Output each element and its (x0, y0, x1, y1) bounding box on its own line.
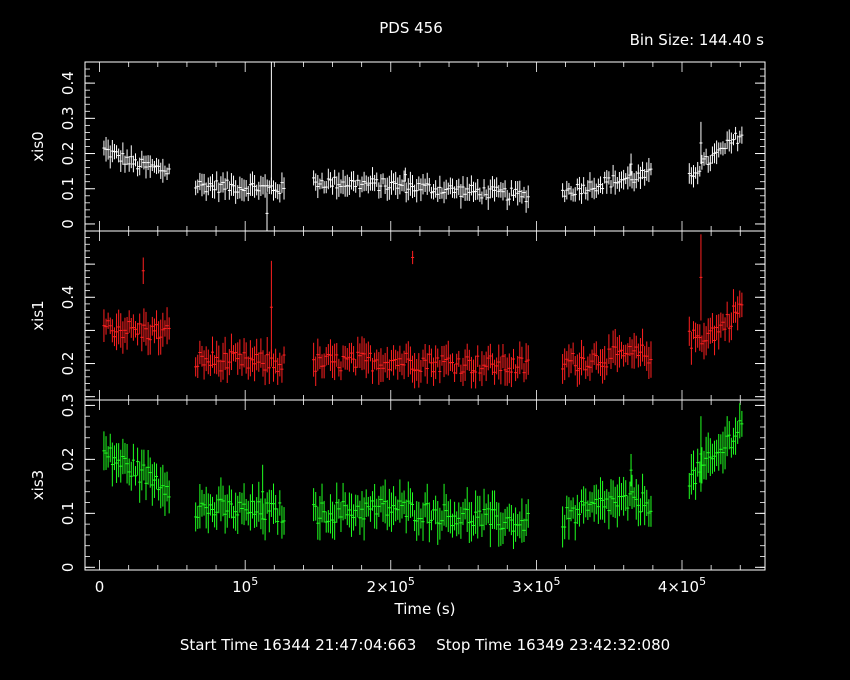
bin-size-label: Bin Size: 144.40 s (630, 31, 765, 49)
y-axis-label: xis0 (29, 131, 47, 161)
footer: Start Time 16344 21:47:04:663 Stop Time 1… (0, 636, 850, 654)
y-tick-label: 0 (59, 219, 77, 229)
series-xis1 (102, 234, 744, 389)
panel-frame (84, 399, 766, 571)
y-tick-label: 0.4 (59, 71, 77, 95)
y-tick-label: 0.2 (59, 352, 77, 376)
x-axis-label: Time (s) (394, 600, 456, 618)
x-tick-label: 105 (232, 575, 258, 596)
x-tick-label: 2×105 (367, 575, 415, 596)
series-xis0 (102, 62, 744, 231)
panels: 0 0.1 0.2 0.3 0.4 xis0 0.2 0.4 xis1 0 0.1 0.2 0.3 xis… (29, 61, 766, 573)
y-tick-label: 0.2 (59, 142, 77, 166)
y-tick-label: 0.3 (59, 106, 77, 130)
start-time: Start Time 16344 21:47:04:663 (179, 636, 417, 654)
y-tick-label: 0.2 (59, 447, 77, 471)
y-axis-label: xis1 (29, 300, 47, 330)
x-axis: 0 105 2×105 3×105 4×105 Time (s) (95, 575, 706, 618)
y-tick-label: 0.3 (59, 393, 77, 417)
x-tick-label: 3×105 (512, 575, 560, 596)
y-tick-label: 0.1 (59, 501, 77, 525)
x-tick-label: 0 (95, 578, 105, 596)
panel-xis3: 0 0.1 0.2 0.3 xis3 (29, 393, 766, 573)
stop-time: Stop Time 16349 23:42:32:080 (436, 636, 671, 654)
x-tick-label: 4×105 (658, 575, 706, 596)
panel-xis0: 0 0.1 0.2 0.3 0.4 xis0 (29, 61, 766, 232)
y-tick-label: 0.4 (59, 285, 77, 309)
panel-xis1: 0.2 0.4 xis1 (29, 230, 766, 401)
y-tick-label: 0.1 (59, 177, 77, 201)
y-tick-label: 0 (59, 563, 77, 573)
chart-title: PDS 456 (379, 19, 443, 37)
y-axis-label: xis3 (29, 470, 47, 500)
panel-frame (84, 61, 766, 232)
series-xis3 (102, 403, 744, 550)
